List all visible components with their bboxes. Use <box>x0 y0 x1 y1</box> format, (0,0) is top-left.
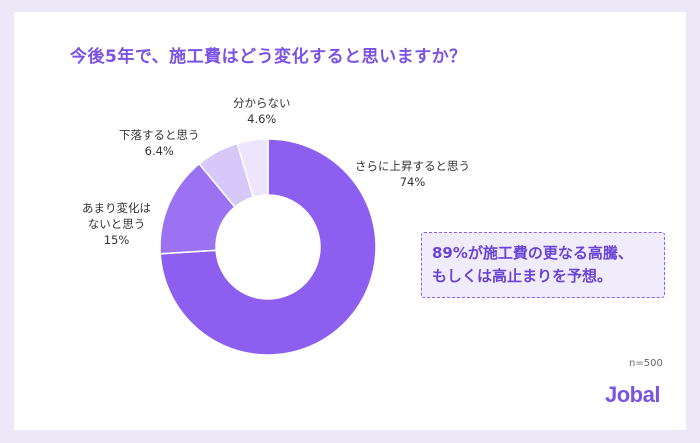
label-slice-0-pct: 74% <box>399 175 426 189</box>
label-slice-3-name: 分からない <box>233 96 291 110</box>
callout-line-2: もしくは高止まりを予想。 <box>432 267 613 285</box>
label-slice-2-name: 下落すると思う <box>119 128 200 142</box>
label-slice-1-name-line2: ないと思う <box>87 217 146 231</box>
jobal-logo: Jobal <box>605 382 660 407</box>
insight-callout: 89%が施工費の更なる高騰、 もしくは高止まりを予想。 <box>421 232 665 298</box>
label-slice-1: あまり変化は ないと思う 15% <box>82 200 151 248</box>
callout-line-1: 89%が施工費の更なる高騰、 <box>432 244 633 262</box>
label-slice-0: さらに上昇すると思う 74% <box>355 158 470 190</box>
label-slice-1-pct: 15% <box>103 233 130 247</box>
sample-size: n=500 <box>629 358 663 369</box>
donut-slice-0 <box>159 138 377 356</box>
label-slice-0-name: さらに上昇すると思う <box>355 159 470 173</box>
chart-title: 今後5年で、施工費はどう変化すると思いますか？ <box>70 47 467 67</box>
label-slice-2-pct: 6.4% <box>144 144 174 158</box>
donut-slice-3 <box>236 138 269 199</box>
label-slice-1-name-line1: あまり変化は <box>82 201 151 215</box>
label-slice-3-pct: 4.6% <box>247 112 277 126</box>
label-slice-3: 分からない 4.6% <box>233 95 291 127</box>
label-slice-2: 下落すると思う 6.4% <box>119 127 200 159</box>
